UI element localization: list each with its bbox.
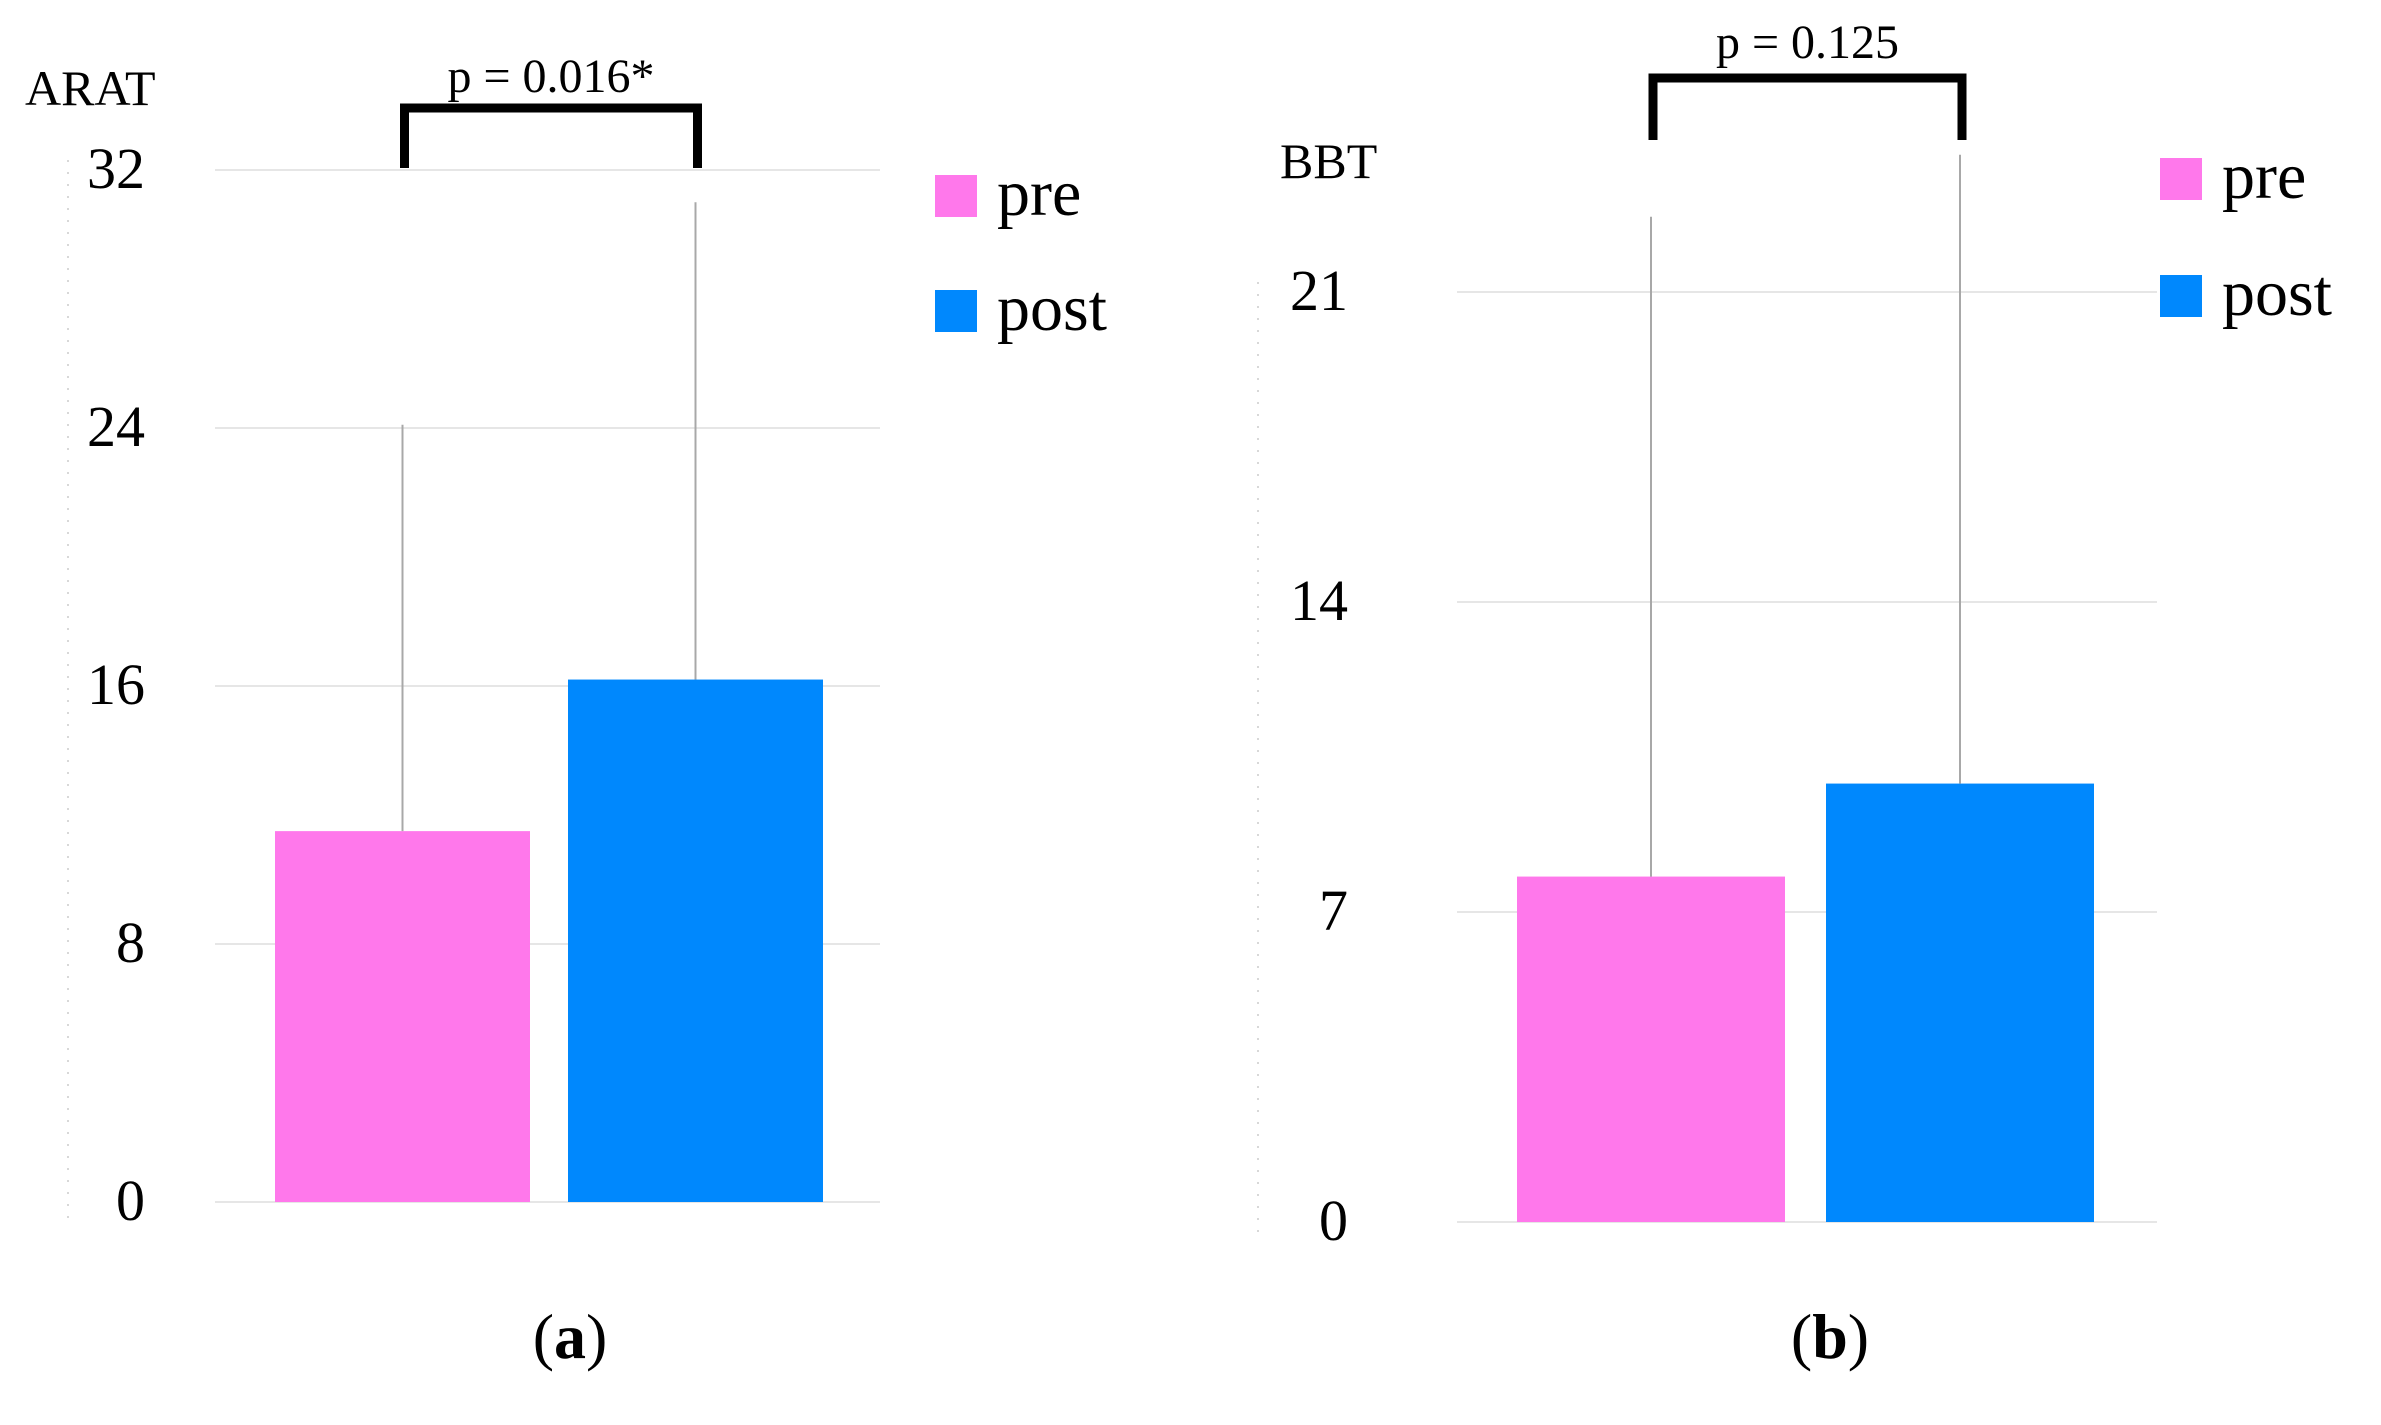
chart-b-svg: 0 7 14 21 BBT p = 0.125 pre post xyxy=(1257,16,2332,1253)
legend-label-pre: pre xyxy=(997,157,1081,230)
legend-label-pre: pre xyxy=(2222,140,2306,213)
caption-a-open: ( xyxy=(532,1301,554,1372)
chart-panel-b: 0 7 14 21 BBT p = 0.125 pre post (b) xyxy=(1190,0,2380,1425)
caption-a-close: ) xyxy=(586,1301,608,1372)
caption-a-letter: a xyxy=(554,1301,586,1372)
y-tick-label: 21 xyxy=(1290,258,1348,323)
legend-label-post: post xyxy=(2222,257,2332,330)
significance-bracket xyxy=(400,103,702,168)
chart-a-svg: 0 8 16 24 32 ARAT p = 0.016* pre post xyxy=(25,50,1107,1233)
caption-b: (b) xyxy=(1791,1300,1869,1374)
bar-post xyxy=(568,679,823,1202)
significance-bracket xyxy=(1648,73,1967,140)
caption-b-letter: b xyxy=(1812,1301,1848,1372)
bar-post xyxy=(1826,783,2094,1222)
p-value-annotation: p = 0.125 xyxy=(1716,16,1899,69)
y-axis-label: ARAT xyxy=(25,60,156,116)
legend-swatch-pre xyxy=(2160,158,2202,200)
y-tick-label: 32 xyxy=(87,136,145,201)
bar-pre xyxy=(275,831,530,1202)
y-tick-label: 7 xyxy=(1319,878,1348,943)
y-tick-label: 0 xyxy=(1319,1188,1348,1253)
y-tick-label: 14 xyxy=(1290,568,1348,633)
y-tick-label: 8 xyxy=(116,910,145,975)
y-axis-label: BBT xyxy=(1280,133,1377,189)
bar-pre xyxy=(1517,876,1785,1222)
p-value-annotation: p = 0.016* xyxy=(447,50,654,103)
legend-swatch-post xyxy=(935,290,977,332)
legend-swatch-post xyxy=(2160,275,2202,317)
legend-label-post: post xyxy=(997,272,1107,345)
y-tick-label: 16 xyxy=(87,652,145,717)
y-tick-label: 24 xyxy=(87,394,145,459)
chart-panel-a: 0 8 16 24 32 ARAT p = 0.016* pre post (a) xyxy=(0,0,1190,1425)
y-tick-label: 0 xyxy=(116,1168,145,1233)
caption-b-open: ( xyxy=(1790,1301,1813,1372)
legend-swatch-pre xyxy=(935,175,977,217)
caption-a: (a) xyxy=(533,1300,608,1374)
caption-b-close: ) xyxy=(1847,1301,1870,1372)
